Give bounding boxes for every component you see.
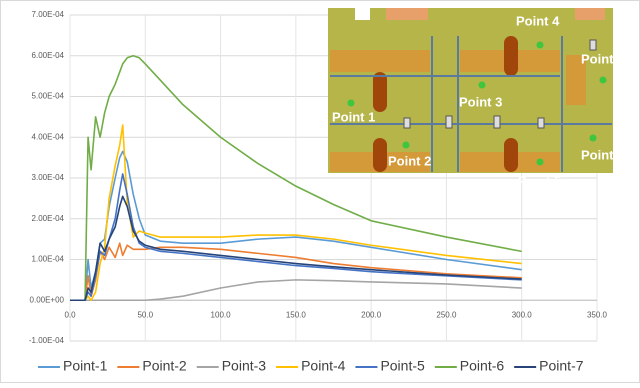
x-tick-label: 100.0: [211, 310, 232, 319]
inset-label: Point 2: [388, 153, 431, 168]
x-tick-label: 200.0: [361, 310, 382, 319]
legend-label: Point-4: [301, 358, 346, 374]
column: [504, 138, 518, 172]
inset-label: Point 7: [581, 147, 624, 162]
fixture: [590, 40, 596, 50]
column: [373, 138, 387, 172]
inset-label: Point 5: [518, 173, 561, 188]
chart: -1.00E-04 0.00E+00 1.00E-04 2.00E-04 3.00E-0…: [0, 0, 640, 383]
block: [386, 8, 428, 20]
legend-label: Point-1: [63, 358, 108, 374]
x-tick-label: 0.0: [64, 310, 76, 319]
fixture: [494, 116, 500, 128]
legend-label: Point-2: [142, 358, 187, 374]
sensor: [348, 100, 355, 107]
y-tick-label: 7.00E-04: [32, 10, 65, 19]
legend-label: Point-3: [222, 358, 267, 374]
inset-label: Point 1: [332, 109, 375, 124]
x-tick-label: 150.0: [286, 310, 307, 319]
x-tick-label: 50.0: [137, 310, 153, 319]
y-tick-label: 4.00E-04: [32, 132, 65, 141]
y-tick-label: 0.00E+00: [30, 295, 65, 304]
column: [504, 36, 518, 76]
shelf: [330, 50, 430, 72]
y-tick-label: 6.00E-04: [32, 51, 65, 60]
sensor: [600, 77, 607, 84]
inset-label: Point 4: [516, 13, 560, 28]
floor-plan-inset: Point 1 Point 2 Point 3 Point 4 Point 5 …: [328, 8, 624, 188]
sensor: [590, 135, 597, 142]
fixture: [446, 116, 452, 128]
inset-label: Point 6: [581, 51, 624, 66]
inset-label: Point 3: [459, 94, 502, 109]
block: [575, 8, 605, 20]
fixture: [538, 118, 544, 128]
legend-label: Point-5: [380, 358, 425, 374]
x-tick-label: 350.0: [587, 310, 608, 319]
sensor: [537, 42, 544, 49]
legend-label: Point-7: [539, 358, 584, 374]
y-tick-label: 5.00E-04: [32, 92, 65, 101]
fixture: [404, 118, 410, 128]
x-tick-label: 250.0: [436, 310, 457, 319]
x-tick-label: 300.0: [512, 310, 533, 319]
column: [373, 72, 387, 112]
sensor: [403, 142, 410, 149]
sensor: [537, 159, 544, 166]
legend-label: Point-6: [460, 358, 505, 374]
door: [355, 8, 370, 20]
y-tick-label: 3.00E-04: [32, 173, 65, 182]
y-tick-label: 1.00E-04: [32, 255, 65, 264]
y-tick-label: 2.00E-04: [32, 214, 65, 223]
sensor: [479, 82, 486, 89]
y-tick-label: -1.00E-04: [29, 336, 65, 345]
